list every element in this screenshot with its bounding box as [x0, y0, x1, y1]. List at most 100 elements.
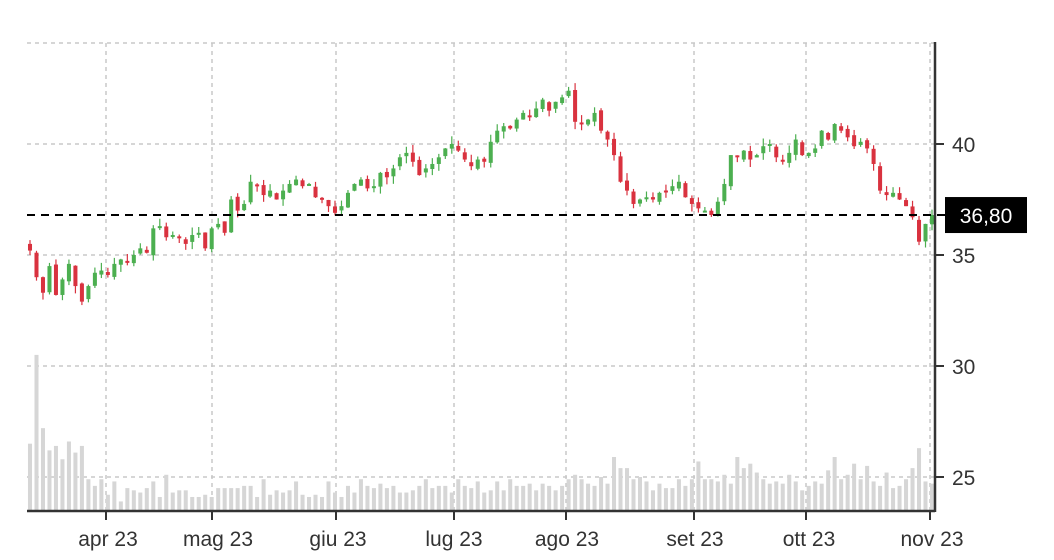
candle-body — [47, 266, 52, 293]
candle-body — [209, 228, 214, 250]
volume-bar — [118, 501, 123, 511]
volume-bar — [268, 494, 273, 511]
volume-bar — [358, 479, 363, 511]
volume-bar — [754, 472, 759, 511]
volume-bar — [151, 481, 156, 511]
volume-bar — [60, 459, 65, 511]
volume-bar — [566, 479, 571, 511]
volume-bar — [722, 474, 727, 511]
candle-body — [618, 156, 623, 182]
candle-body — [92, 272, 97, 286]
candle-body — [138, 248, 143, 254]
candle-body — [553, 101, 558, 109]
candle-body — [923, 223, 928, 242]
x-tick-label-nov: nov 23 — [900, 528, 963, 551]
volume-bar — [514, 485, 519, 511]
candle-body — [307, 183, 312, 186]
volume-bar — [741, 468, 746, 511]
volume-bar — [274, 490, 279, 511]
candle-body — [482, 158, 487, 162]
volume-bar — [644, 481, 649, 511]
candle-body — [839, 126, 844, 131]
candle-body — [86, 286, 91, 300]
candle-body — [793, 139, 798, 155]
volume-bar — [826, 470, 831, 511]
volume-bar — [131, 490, 136, 511]
candle-body — [365, 178, 370, 189]
candle-body — [456, 145, 461, 151]
volume-bar — [683, 485, 688, 511]
candle-body — [800, 142, 805, 156]
x-tick-label-ago: ago 23 — [535, 528, 599, 551]
axes — [27, 42, 937, 513]
volume-bar — [553, 490, 558, 511]
candle-body — [521, 112, 526, 120]
volume-bar — [495, 481, 500, 511]
candle-body — [637, 199, 642, 204]
candle-body — [242, 203, 247, 211]
candle-body — [735, 155, 740, 158]
candle-body — [579, 122, 584, 125]
candle-body — [294, 179, 299, 186]
candle-body — [170, 235, 175, 238]
candle-body — [216, 223, 221, 228]
candle-body — [663, 190, 668, 193]
volume-bar — [371, 488, 376, 511]
volume-bar — [157, 496, 162, 511]
candle-body — [819, 130, 824, 146]
volume-bar — [891, 488, 896, 511]
candle-body — [79, 283, 84, 302]
y-tick-label-30: 30 — [952, 356, 975, 379]
candle-body — [865, 140, 870, 149]
volume-bar — [53, 445, 58, 511]
candle-body — [332, 206, 338, 213]
candle-body — [105, 272, 110, 275]
last-price-tag: 36,80 — [945, 197, 1027, 234]
candle-body — [248, 181, 253, 203]
volume-bar — [164, 474, 169, 511]
volume-bar — [858, 479, 863, 511]
volume-bar — [397, 492, 402, 511]
volume-bar — [774, 481, 779, 511]
volume-bar — [332, 492, 338, 511]
volume-bar — [235, 488, 240, 511]
candle-body — [826, 133, 831, 140]
volume-bar — [436, 485, 441, 511]
candle-body — [715, 201, 720, 215]
volume-bar — [637, 477, 642, 511]
candle-body — [741, 150, 746, 160]
candle-body — [268, 190, 273, 197]
volume-bar — [430, 488, 435, 511]
volume-bar — [670, 488, 675, 511]
candle-body — [599, 110, 604, 131]
volume-bar — [203, 494, 208, 511]
candle-body — [761, 146, 766, 154]
candle-body — [813, 148, 818, 153]
volume-bar — [689, 479, 694, 511]
volume-bar — [417, 485, 422, 511]
volume-bar — [488, 490, 493, 511]
volume-bar — [806, 485, 811, 511]
candle-body — [345, 192, 350, 208]
candle-body — [917, 219, 922, 242]
volume-bar — [462, 485, 467, 511]
volume-bar — [229, 488, 234, 511]
candle-body — [495, 130, 500, 143]
candle-body — [410, 152, 415, 162]
volume-bar — [631, 479, 636, 511]
volume-bar — [547, 485, 552, 511]
volume-bar — [66, 441, 71, 511]
candle-body — [488, 141, 493, 163]
volume-bar — [501, 490, 506, 511]
candle-body — [229, 199, 234, 233]
candle-body — [358, 179, 363, 186]
candle-body — [728, 155, 733, 187]
candle-body — [534, 108, 539, 118]
volume-bar — [345, 485, 350, 511]
candle-body — [573, 90, 578, 122]
volume-bar — [676, 479, 681, 511]
candle-body — [144, 249, 149, 253]
volume-bar — [27, 443, 33, 511]
volume-bar — [897, 485, 902, 511]
